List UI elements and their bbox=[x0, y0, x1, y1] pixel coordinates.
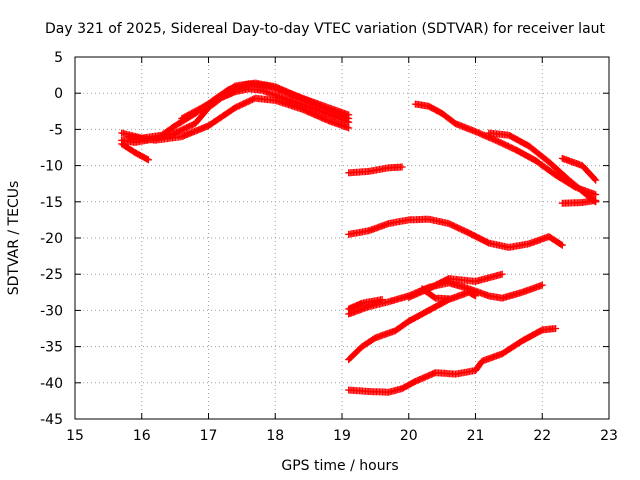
y-tick-label: 5 bbox=[54, 50, 63, 66]
series-marks bbox=[118, 140, 152, 164]
y-tick-label: -25 bbox=[40, 267, 63, 283]
series-marks bbox=[124, 94, 353, 144]
x-tick-label: 16 bbox=[133, 428, 151, 444]
data-layer bbox=[118, 79, 600, 396]
series-marks bbox=[345, 288, 479, 364]
x-tick-label: 20 bbox=[400, 428, 418, 444]
x-axis-label: GPS time / hours bbox=[281, 458, 398, 474]
series-track-16 bbox=[345, 288, 479, 364]
series-marks bbox=[485, 129, 600, 206]
series-marks bbox=[558, 196, 600, 207]
series-marks bbox=[405, 270, 506, 301]
x-tick-label: 21 bbox=[467, 428, 485, 444]
series-marks bbox=[345, 296, 386, 313]
series-track-4 bbox=[124, 94, 353, 144]
series-track-8 bbox=[485, 129, 600, 206]
x-tick-label: 19 bbox=[333, 428, 351, 444]
y-tick-label: -15 bbox=[40, 195, 63, 211]
series-track-5 bbox=[178, 80, 353, 122]
series-marks bbox=[345, 163, 406, 177]
chart-title: Day 321 of 2025, Sidereal Day-to-day VTE… bbox=[45, 21, 606, 37]
y-tick-label: -35 bbox=[40, 340, 63, 356]
series-marks bbox=[345, 325, 560, 396]
tick-layer: 15 16 17 18 19 20 21 22 23 5 0 -5 -10 -15 -20 -25 -30 -35… bbox=[40, 50, 618, 444]
y-tick-label: -45 bbox=[40, 412, 63, 428]
y-axis-label: SDTVAR / TECUs bbox=[6, 181, 22, 296]
series-marks bbox=[178, 80, 353, 122]
x-tick-label: 17 bbox=[200, 428, 218, 444]
series-track-10 bbox=[558, 196, 600, 207]
x-tick-label: 18 bbox=[266, 428, 284, 444]
x-tick-label: 22 bbox=[533, 428, 551, 444]
series-track-17 bbox=[345, 325, 560, 396]
series-track-14 bbox=[405, 270, 506, 301]
series-track-13 bbox=[345, 296, 386, 313]
y-tick-label: -10 bbox=[40, 159, 63, 175]
x-tick-label: 23 bbox=[600, 428, 618, 444]
series-marks bbox=[345, 215, 566, 251]
y-tick-label: -30 bbox=[40, 303, 63, 319]
y-tick-label: -20 bbox=[40, 231, 63, 247]
y-tick-label: -5 bbox=[49, 122, 63, 138]
x-tick-label: 15 bbox=[66, 428, 84, 444]
series-track-6 bbox=[345, 163, 406, 177]
y-tick-label: -40 bbox=[40, 376, 63, 392]
y-tick-label: 0 bbox=[54, 86, 63, 102]
series-marks bbox=[558, 154, 600, 184]
series-track-9 bbox=[558, 154, 600, 184]
series-track-3 bbox=[118, 140, 152, 164]
series-track-11 bbox=[345, 215, 566, 251]
